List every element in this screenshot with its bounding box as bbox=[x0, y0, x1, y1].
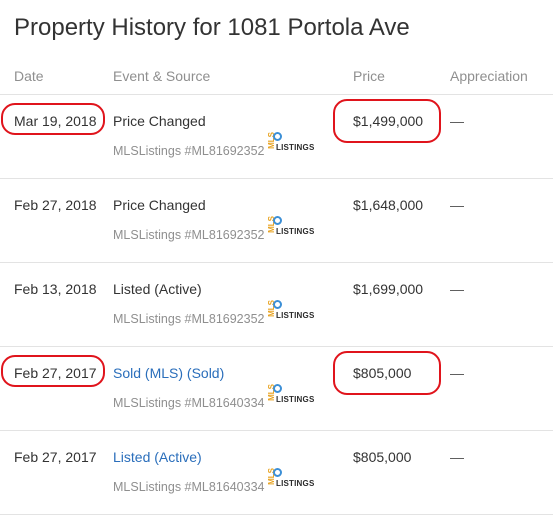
row-appreciation: — bbox=[450, 449, 464, 465]
mls-listings-logo-icon: MLS LISTINGS bbox=[267, 300, 314, 326]
row-price: $805,000 bbox=[353, 449, 412, 465]
mls-listings-logo-icon: MLS LISTINGS bbox=[267, 132, 314, 158]
magnifier-icon bbox=[273, 384, 282, 393]
mls-listings-logo-icon: MLS LISTINGS bbox=[267, 384, 314, 410]
row-event: Price Changed bbox=[113, 113, 206, 129]
table-row: Feb 27, 2017 Sold (MLS) (Sold) MLSListings… bbox=[0, 347, 553, 431]
row-date: Feb 27, 2017 bbox=[14, 365, 97, 381]
mls-logo-text: LISTINGS bbox=[276, 227, 315, 236]
table-header: Date Event & Source Price Appreciation bbox=[0, 66, 553, 95]
row-appreciation: — bbox=[450, 281, 464, 297]
row-event[interactable]: Sold (MLS) (Sold) bbox=[113, 365, 225, 381]
column-header-date[interactable]: Date bbox=[14, 68, 44, 84]
row-event: Price Changed bbox=[113, 197, 206, 213]
row-source: MLSListings #ML81692352 bbox=[113, 144, 265, 158]
magnifier-icon bbox=[273, 132, 282, 141]
magnifier-icon bbox=[273, 216, 282, 225]
column-header-appreciation[interactable]: Appreciation bbox=[450, 68, 528, 84]
row-source: MLSListings #ML81640334 bbox=[113, 396, 265, 410]
row-source: MLSListings #ML81692352 bbox=[113, 312, 265, 326]
row-price: $1,699,000 bbox=[353, 281, 424, 297]
row-date: Feb 27, 2017 bbox=[14, 449, 97, 465]
row-date: Feb 13, 2018 bbox=[14, 281, 97, 297]
table-row: Mar 19, 2018 Price Changed MLSListings #ML… bbox=[0, 95, 553, 179]
table-row: Feb 27, 2018 Price Changed MLSListings #ML… bbox=[0, 179, 553, 263]
mls-logo-text: LISTINGS bbox=[276, 395, 315, 404]
row-event[interactable]: Listed (Active) bbox=[113, 449, 202, 465]
table-row: Feb 13, 2018 Listed (Active) MLSListings #… bbox=[0, 263, 553, 347]
row-price: $1,648,000 bbox=[353, 197, 424, 213]
mls-logo-text: LISTINGS bbox=[276, 143, 315, 152]
row-appreciation: — bbox=[450, 197, 464, 213]
page-title: Property History for 1081 Portola Ave bbox=[14, 14, 410, 41]
mls-listings-logo-icon: MLS LISTINGS bbox=[267, 468, 314, 494]
row-appreciation: — bbox=[450, 113, 464, 129]
row-price: $1,499,000 bbox=[353, 113, 424, 129]
row-appreciation: — bbox=[450, 365, 464, 381]
row-price: $805,000 bbox=[353, 365, 412, 381]
row-source: MLSListings #ML81640334 bbox=[113, 480, 265, 494]
mls-logo-text: LISTINGS bbox=[276, 479, 315, 488]
row-date: Mar 19, 2018 bbox=[14, 113, 97, 129]
mls-logo-text: LISTINGS bbox=[276, 311, 315, 320]
magnifier-icon bbox=[273, 468, 282, 477]
column-header-event[interactable]: Event & Source bbox=[113, 68, 211, 84]
row-event: Listed (Active) bbox=[113, 281, 202, 297]
column-header-price[interactable]: Price bbox=[353, 68, 385, 84]
table-row: Feb 27, 2017 Listed (Active) MLSListings #… bbox=[0, 431, 553, 515]
magnifier-icon bbox=[273, 300, 282, 309]
mls-listings-logo-icon: MLS LISTINGS bbox=[267, 216, 314, 242]
row-date: Feb 27, 2018 bbox=[14, 197, 97, 213]
row-source: MLSListings #ML81692352 bbox=[113, 228, 265, 242]
